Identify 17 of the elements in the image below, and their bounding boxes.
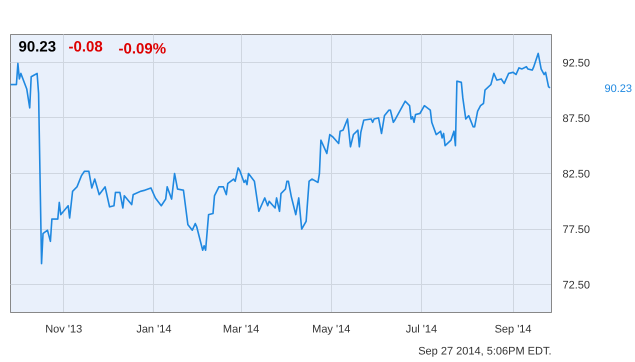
text: Sep 27 2014, 5:06PM EDT. [418,346,552,358]
x-tick-label: Mar '14 [222,324,260,336]
line-series [10,52,551,264]
x-tick-label: Sep '14 [494,324,532,336]
y-tick-label: 72.50 [562,280,590,292]
y-tick-label: 87.50 [562,112,590,125]
text: 90.23 [604,82,632,95]
chart-title: 90.23 [18,38,56,56]
y-tick-label: 82.50 [562,168,590,180]
y-tick-label: 77.50 [562,224,590,236]
x-tick-label: Jan '14 [136,324,172,336]
x-tick-label: Nov '13 [45,324,82,336]
x-tick-label: Jul '14 [406,324,438,336]
x-tick-label: May '14 [312,324,350,336]
annotation: -0.08 [68,38,103,56]
y-tick-label: 92.50 [562,57,590,70]
annotation: -0.09% [118,40,166,58]
